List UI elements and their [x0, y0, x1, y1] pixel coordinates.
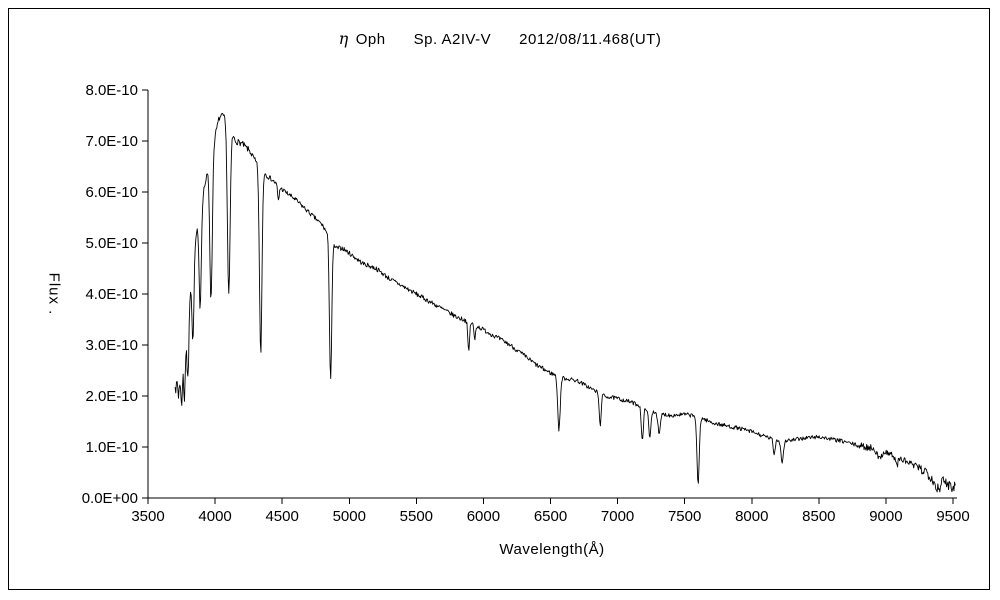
y-tick-label: 5.0E-10	[85, 235, 138, 252]
chart-title-star: Oph	[355, 31, 386, 48]
x-tick-label: 5500	[400, 508, 433, 525]
x-tick-label: 9000	[869, 508, 902, 525]
chart-title-spectral-type: Sp. A2IV-V	[413, 31, 492, 48]
x-tick-label: 5000	[333, 508, 366, 525]
x-tick-label: 8000	[735, 508, 768, 525]
y-tick-label: 8.0E-10	[85, 82, 138, 99]
chart-title-eta: η	[338, 29, 349, 48]
y-axis-title: Flux .	[45, 272, 63, 316]
y-tick-label: 7.0E-10	[85, 133, 138, 150]
x-tick-label: 4500	[265, 508, 298, 525]
x-tick-label: 3500	[131, 508, 164, 525]
spectrum-line	[174, 112, 956, 493]
figure-border	[8, 8, 990, 590]
x-tick-label: 8500	[802, 508, 835, 525]
y-tick-label: 1.0E-10	[85, 439, 138, 456]
y-tick-label: 3.0E-10	[85, 337, 138, 354]
x-tick-label: 7000	[601, 508, 634, 525]
chart-title: η Oph Sp. A2IV-V 2012/08/11.468(UT)	[0, 29, 1000, 48]
x-tick-label: 7500	[668, 508, 701, 525]
chart-title-date: 2012/08/11.468(UT)	[519, 31, 662, 48]
y-tick-label: 0.0E+00	[82, 490, 138, 507]
y-tick-label: 6.0E-10	[85, 184, 138, 201]
x-tick-label: 4000	[198, 508, 231, 525]
y-tick-label: 2.0E-10	[85, 388, 138, 405]
x-tick-label: 6500	[534, 508, 567, 525]
y-tick-label: 4.0E-10	[85, 286, 138, 303]
x-axis-title: Wavelength(Å)	[499, 541, 605, 558]
x-tick-label: 6000	[467, 508, 500, 525]
x-tick-label: 9500	[936, 508, 969, 525]
